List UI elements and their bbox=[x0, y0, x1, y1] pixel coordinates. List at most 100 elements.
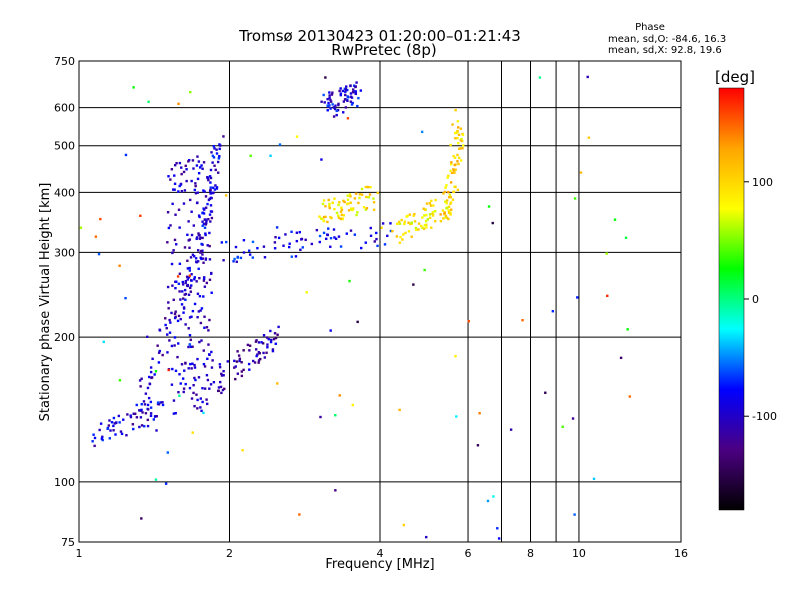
echo-point bbox=[178, 184, 181, 188]
echo-point bbox=[364, 208, 368, 211]
echo-point bbox=[425, 535, 428, 539]
echo-point bbox=[236, 255, 239, 259]
echo-point bbox=[203, 285, 207, 288]
echo-point bbox=[170, 383, 174, 386]
echo-point bbox=[161, 353, 164, 357]
echo-point bbox=[173, 182, 177, 185]
echo-point bbox=[278, 143, 282, 146]
echo-point bbox=[452, 190, 455, 194]
echo-point bbox=[197, 160, 201, 163]
echo-point bbox=[148, 382, 151, 385]
echo-point bbox=[339, 210, 343, 214]
echo-point bbox=[444, 214, 448, 218]
echo-point bbox=[215, 186, 219, 189]
echo-point bbox=[191, 309, 195, 313]
echo-point bbox=[206, 357, 209, 361]
echo-point bbox=[443, 200, 447, 203]
echo-point bbox=[447, 209, 450, 212]
echo-point bbox=[202, 277, 206, 281]
echo-point bbox=[256, 246, 259, 250]
echo-point bbox=[197, 267, 200, 271]
echo-point bbox=[200, 242, 203, 246]
echo-point bbox=[341, 217, 344, 220]
echo-point bbox=[346, 99, 349, 102]
echo-point bbox=[193, 276, 196, 279]
echo-point bbox=[200, 307, 204, 310]
echo-point bbox=[375, 237, 378, 241]
echo-point bbox=[204, 232, 207, 235]
echo-point bbox=[193, 363, 196, 367]
echo-point bbox=[208, 353, 211, 356]
echo-point bbox=[201, 253, 204, 256]
echo-point bbox=[448, 195, 451, 199]
echo-point bbox=[79, 226, 83, 229]
echo-point bbox=[351, 88, 355, 91]
echo-point bbox=[171, 284, 174, 287]
echo-point bbox=[197, 376, 201, 379]
echo-point bbox=[180, 303, 184, 306]
echo-point bbox=[454, 137, 457, 140]
echo-point bbox=[351, 91, 355, 94]
echo-point bbox=[339, 87, 342, 90]
echo-point bbox=[138, 379, 142, 382]
echo-point bbox=[458, 147, 461, 150]
echo-point bbox=[211, 154, 215, 158]
echo-point bbox=[202, 349, 205, 352]
echo-point bbox=[350, 103, 354, 106]
echo-point bbox=[459, 127, 463, 130]
echo-point bbox=[342, 111, 345, 114]
echo-point bbox=[318, 234, 322, 238]
echo-point bbox=[413, 212, 416, 216]
echo-point bbox=[198, 237, 202, 241]
echo-point bbox=[263, 356, 267, 359]
echo-point bbox=[401, 238, 404, 241]
echo-point bbox=[192, 167, 195, 170]
echo-point bbox=[365, 195, 368, 199]
echo-point bbox=[346, 117, 350, 120]
echo-point bbox=[205, 398, 208, 401]
echo-point bbox=[345, 85, 348, 88]
echo-point bbox=[192, 391, 195, 395]
echo-point bbox=[178, 290, 181, 293]
echo-point bbox=[166, 241, 169, 244]
stats-title: Phase bbox=[635, 22, 665, 33]
echo-point bbox=[186, 267, 190, 270]
echo-point bbox=[182, 387, 186, 390]
echo-point bbox=[221, 388, 225, 392]
echo-point bbox=[182, 390, 185, 394]
echo-point bbox=[166, 211, 170, 214]
echo-point bbox=[236, 372, 240, 375]
echo-point bbox=[254, 340, 258, 343]
echo-point bbox=[442, 192, 445, 195]
echo-point bbox=[271, 348, 275, 351]
echo-point bbox=[422, 207, 425, 210]
echo-point bbox=[456, 126, 460, 129]
echo-point bbox=[284, 233, 287, 236]
echo-point bbox=[201, 211, 204, 215]
echo-point bbox=[194, 257, 198, 260]
echo-point bbox=[322, 231, 326, 235]
echo-point bbox=[209, 210, 213, 213]
echo-point bbox=[140, 517, 143, 520]
echo-point bbox=[172, 249, 175, 252]
echo-point bbox=[337, 235, 341, 238]
echo-point bbox=[207, 178, 210, 182]
echo-point bbox=[195, 261, 198, 264]
echo-point bbox=[331, 91, 334, 94]
echo-point bbox=[166, 351, 169, 354]
x-tick-label: 6 bbox=[465, 547, 472, 560]
echo-point bbox=[147, 100, 150, 103]
chart-subtitle: RwPretec (8p) bbox=[331, 41, 436, 59]
echo-point bbox=[413, 220, 417, 223]
echo-point bbox=[294, 255, 298, 258]
echo-point bbox=[272, 337, 276, 341]
echo-point bbox=[174, 310, 177, 313]
echo-point bbox=[624, 236, 628, 239]
echo-point bbox=[207, 329, 210, 332]
echo-point bbox=[192, 255, 196, 258]
echo-point bbox=[146, 418, 150, 422]
echo-point bbox=[168, 318, 171, 322]
echo-point bbox=[187, 367, 190, 370]
echo-point bbox=[423, 224, 427, 227]
echo-point bbox=[222, 259, 225, 262]
